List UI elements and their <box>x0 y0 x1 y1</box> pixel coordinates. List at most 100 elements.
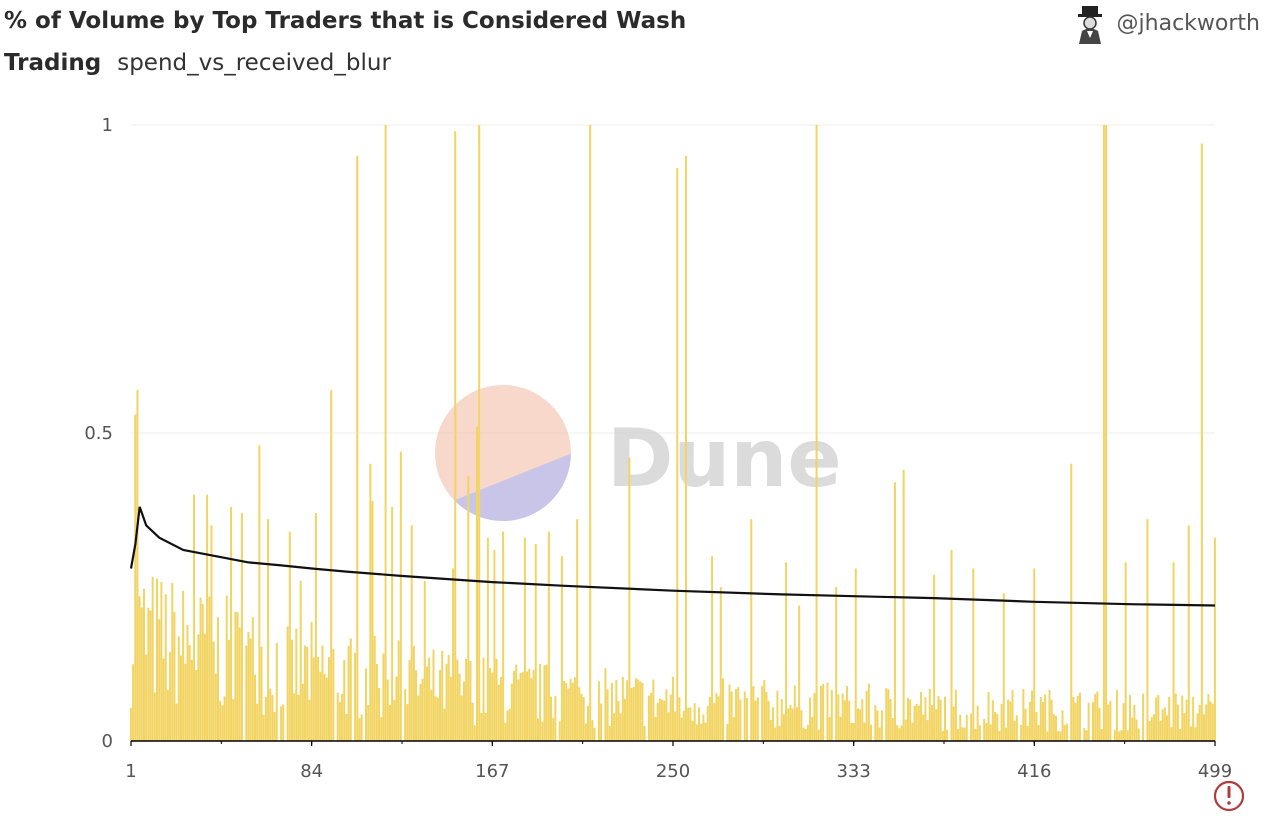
bar <box>769 719 772 741</box>
bar <box>253 674 256 741</box>
bar <box>843 700 846 741</box>
bar <box>508 708 511 741</box>
bar <box>282 704 285 741</box>
bar <box>569 678 572 741</box>
author-link[interactable]: @jhackworth <box>1073 4 1260 44</box>
bar <box>856 708 859 741</box>
bar <box>336 692 339 741</box>
bar <box>432 649 435 741</box>
bar <box>639 681 642 741</box>
bar <box>236 612 239 741</box>
bar <box>142 588 145 741</box>
bar <box>1213 537 1216 741</box>
bar <box>232 699 235 741</box>
bar <box>861 699 864 741</box>
bar <box>970 713 973 741</box>
bar <box>132 664 135 741</box>
bar <box>1157 695 1160 741</box>
bar <box>234 611 237 741</box>
x-tick-label: 416 <box>1017 761 1051 782</box>
bar <box>721 678 724 741</box>
bar <box>904 719 907 741</box>
bar <box>1024 708 1027 741</box>
bar <box>715 692 718 741</box>
x-tick-label: 84 <box>300 761 323 782</box>
bar <box>247 631 250 741</box>
bar <box>460 695 463 741</box>
bar <box>926 720 929 741</box>
bar <box>526 671 529 741</box>
bar <box>506 710 509 741</box>
bar <box>606 689 609 741</box>
bar <box>349 638 352 741</box>
bar <box>513 670 516 741</box>
bar <box>140 607 143 741</box>
bar <box>480 712 483 741</box>
bar <box>245 645 248 741</box>
bar <box>1203 714 1206 741</box>
bar <box>1209 701 1212 741</box>
bar <box>800 710 803 741</box>
bar <box>806 724 809 741</box>
bar <box>129 707 132 741</box>
bar <box>952 706 955 741</box>
bar <box>216 617 219 741</box>
bar <box>711 556 714 741</box>
bar <box>674 711 677 741</box>
bar <box>1055 715 1058 741</box>
bar <box>166 689 169 741</box>
bar <box>924 697 927 741</box>
bar <box>793 685 796 741</box>
bar <box>869 724 872 741</box>
bar <box>1135 719 1138 741</box>
bar <box>776 690 779 741</box>
bar <box>1085 730 1088 741</box>
bar <box>1133 704 1136 741</box>
warning-icon[interactable] <box>1213 780 1245 812</box>
bar <box>558 721 561 741</box>
bar <box>880 710 883 741</box>
bar <box>891 718 894 741</box>
bar <box>617 700 620 741</box>
bar <box>1185 699 1188 741</box>
bar <box>169 652 172 741</box>
bar <box>471 702 474 741</box>
bar <box>619 713 622 741</box>
bar <box>271 695 274 741</box>
bar <box>1118 731 1121 741</box>
bar <box>428 657 431 741</box>
bar <box>887 689 890 741</box>
bar <box>765 692 768 741</box>
bar <box>957 728 960 741</box>
bar <box>582 696 585 741</box>
bar <box>782 714 785 741</box>
bar <box>330 389 333 741</box>
bar <box>238 627 241 741</box>
bar <box>1150 717 1153 741</box>
bar <box>473 725 476 741</box>
bar <box>467 476 470 741</box>
bar <box>184 663 187 741</box>
bar <box>264 696 267 741</box>
bar <box>310 622 313 741</box>
bar <box>517 679 520 741</box>
bar <box>493 550 496 741</box>
bar <box>680 717 683 741</box>
bar <box>1037 725 1040 741</box>
bar <box>852 722 855 741</box>
bar <box>920 691 923 741</box>
bar <box>700 723 703 741</box>
x-tick-label: 167 <box>475 761 509 782</box>
bar <box>1033 568 1036 741</box>
bar <box>634 678 637 741</box>
bar <box>267 519 270 741</box>
bar <box>604 668 607 741</box>
bar <box>965 714 968 741</box>
bar <box>615 679 618 741</box>
bar <box>658 698 661 741</box>
bar <box>1192 696 1195 741</box>
bar <box>647 695 650 741</box>
bar <box>1168 696 1171 741</box>
bar <box>295 628 298 741</box>
bar <box>695 724 698 741</box>
